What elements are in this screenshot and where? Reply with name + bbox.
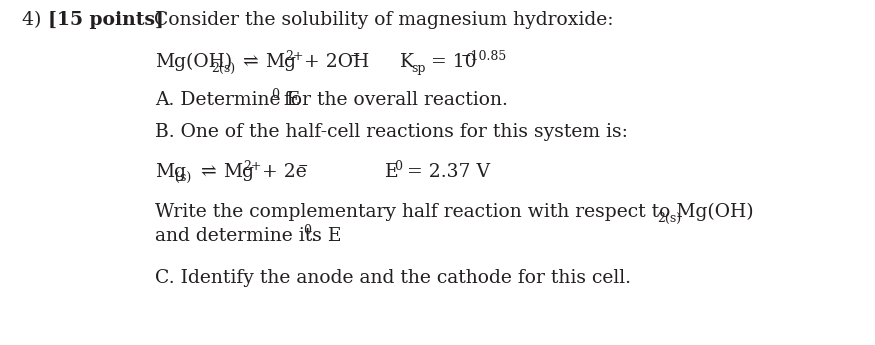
Text: C. Identify the anode and the cathode for this cell.: C. Identify the anode and the cathode fo… (155, 269, 631, 287)
Text: 2+: 2+ (243, 160, 262, 173)
Text: Mg: Mg (265, 53, 296, 71)
Text: Mg(OH): Mg(OH) (155, 53, 232, 71)
Text: −: − (350, 50, 360, 63)
Text: 0: 0 (394, 160, 402, 173)
Text: = 2.37 V: = 2.37 V (401, 163, 490, 181)
Text: 2+: 2+ (285, 50, 304, 63)
Text: = 10: = 10 (425, 53, 477, 71)
Text: and determine its E: and determine its E (155, 227, 341, 245)
Text: Mg: Mg (155, 163, 186, 181)
Text: 0: 0 (271, 88, 279, 101)
Text: 4): 4) (22, 11, 53, 29)
Text: −: − (298, 160, 309, 173)
Text: .: . (310, 227, 316, 245)
Text: Write the complementary half reaction with respect to Mg(OH): Write the complementary half reaction wi… (155, 203, 753, 221)
Text: for the overall reaction.: for the overall reaction. (278, 91, 508, 109)
Text: −10.85: −10.85 (461, 50, 507, 63)
Text: (s): (s) (175, 172, 192, 185)
Text: A. Determine E: A. Determine E (155, 91, 300, 109)
Text: 2(s): 2(s) (211, 62, 235, 75)
Text: [15 points]: [15 points] (48, 11, 164, 29)
Text: ⇌: ⇌ (195, 163, 223, 181)
Text: Consider the solubility of magnesium hydroxide:: Consider the solubility of magnesium hyd… (148, 11, 613, 29)
Text: Mg: Mg (223, 163, 254, 181)
Text: 0: 0 (303, 224, 311, 237)
Text: + 2e: + 2e (256, 163, 307, 181)
Text: 2(s): 2(s) (657, 212, 681, 225)
Text: sp: sp (411, 62, 425, 75)
Text: E: E (385, 163, 399, 181)
Text: + 2OH: + 2OH (298, 53, 369, 71)
Text: K: K (400, 53, 414, 71)
Text: B. One of the half-cell reactions for this system is:: B. One of the half-cell reactions for th… (155, 123, 628, 141)
Text: ⇌: ⇌ (237, 53, 265, 71)
